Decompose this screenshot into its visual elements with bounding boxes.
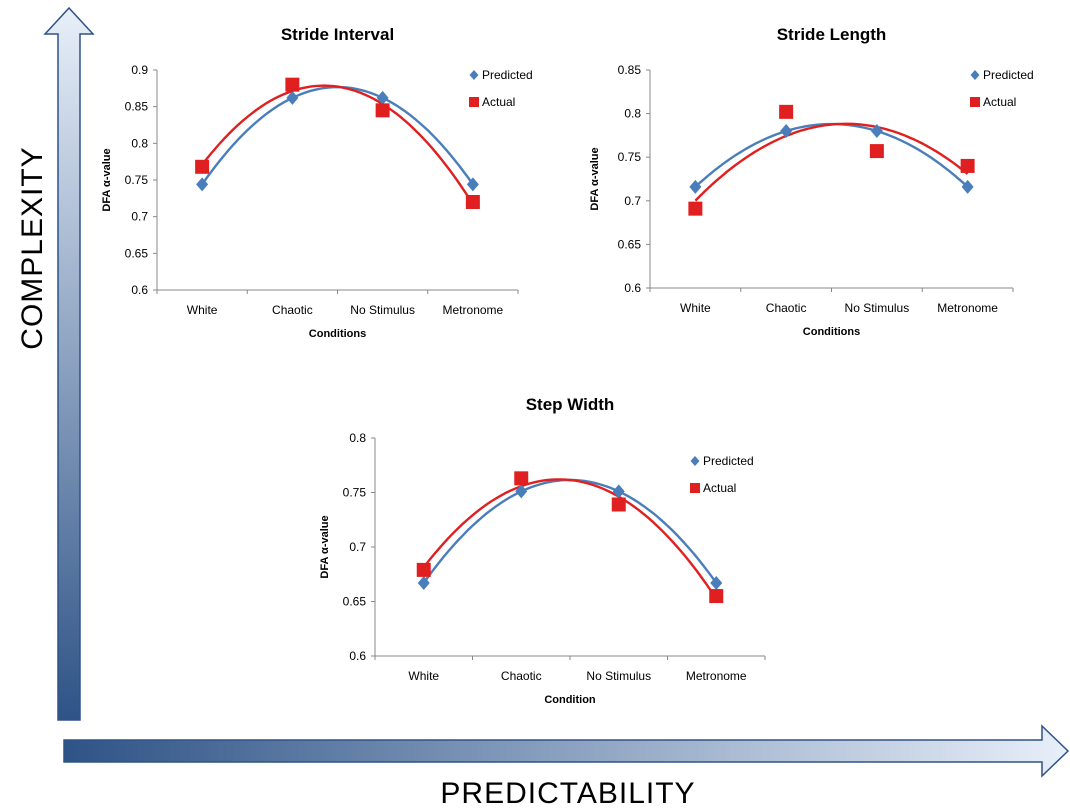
point-actual xyxy=(195,159,210,174)
x-axis-label: Conditions xyxy=(803,326,860,338)
x-tick-label: Chaotic xyxy=(501,669,542,683)
y-tick-label: 0.8 xyxy=(349,431,366,445)
legend-label: Predicted xyxy=(983,68,1034,82)
y-axis-label: DFA α-value xyxy=(319,515,331,578)
trend-line-actual xyxy=(422,478,718,600)
point-predicted xyxy=(286,90,299,105)
legend-marker-predicted xyxy=(469,70,479,80)
y-tick-label: 0.6 xyxy=(624,281,641,295)
y-tick-label: 0.65 xyxy=(343,595,367,609)
y-tick-label: 0.75 xyxy=(125,173,149,187)
point-predicted xyxy=(466,177,479,192)
y-tick-label: 0.8 xyxy=(131,136,148,150)
x-tick-label: Chaotic xyxy=(272,303,313,317)
x-tick-label: White xyxy=(408,669,439,683)
trend-line-actual xyxy=(201,84,474,205)
trend-line-actual xyxy=(694,122,969,202)
x-tick-label: Chaotic xyxy=(766,301,807,315)
legend-label: Actual xyxy=(983,95,1016,109)
y-tick-label: 0.7 xyxy=(349,540,366,554)
point-predicted xyxy=(780,124,793,139)
chart-title: Step Width xyxy=(526,395,615,414)
y-tick-label: 0.75 xyxy=(618,150,642,164)
point-actual xyxy=(375,103,390,118)
x-tick-label: White xyxy=(680,301,711,315)
point-actual xyxy=(514,471,529,486)
predictability-arrow xyxy=(63,724,1070,778)
y-tick-label: 0.85 xyxy=(125,100,149,114)
complexity-label: COMPLEXITY xyxy=(16,146,49,349)
legend-label: Actual xyxy=(703,481,736,495)
y-tick-label: 0.7 xyxy=(624,194,641,208)
legend-label: Actual xyxy=(482,95,515,109)
y-tick-label: 0.85 xyxy=(618,63,642,77)
point-predicted xyxy=(376,90,389,105)
legend-marker-predicted xyxy=(690,456,700,466)
complexity-arrow xyxy=(43,6,95,721)
point-actual xyxy=(688,201,703,216)
legend-label: Predicted xyxy=(703,454,754,468)
y-tick-label: 0.9 xyxy=(131,63,148,77)
y-tick-label: 0.6 xyxy=(131,283,148,297)
point-actual xyxy=(611,497,626,512)
x-tick-label: No Stimulus xyxy=(350,303,415,317)
legend-marker-actual xyxy=(690,483,700,493)
y-axis-label: DFA α-value xyxy=(101,148,113,211)
legend-label: Predicted xyxy=(482,68,533,82)
x-tick-label: White xyxy=(187,303,218,317)
x-axis-label: Conditions xyxy=(309,328,366,340)
predictability-label: PREDICTABILITY xyxy=(440,777,695,810)
point-actual xyxy=(465,195,480,209)
trend-line-predicted xyxy=(201,85,474,186)
y-tick-label: 0.6 xyxy=(349,649,366,663)
trend-line-predicted xyxy=(694,122,969,188)
point-predicted xyxy=(961,179,974,194)
point-actual xyxy=(416,562,431,577)
y-tick-label: 0.65 xyxy=(125,246,149,260)
legend-marker-actual xyxy=(469,97,479,107)
y-tick-label: 0.65 xyxy=(618,237,642,251)
point-predicted xyxy=(196,177,209,192)
x-tick-label: Metronome xyxy=(686,669,747,683)
point-predicted xyxy=(870,124,883,139)
y-tick-label: 0.75 xyxy=(343,486,367,500)
chart-title: Stride Length xyxy=(777,25,887,44)
chart-title: Stride Interval xyxy=(281,25,394,44)
legend-marker-predicted xyxy=(970,70,980,80)
x-axis-label: Condition xyxy=(544,694,596,706)
point-actual xyxy=(960,158,975,173)
point-predicted xyxy=(417,575,430,590)
x-tick-label: No Stimulus xyxy=(845,301,910,315)
y-tick-label: 0.8 xyxy=(624,107,641,121)
point-predicted xyxy=(612,484,625,499)
y-axis-label: DFA α-value xyxy=(589,147,601,210)
legend-marker-actual xyxy=(970,97,980,107)
chart-stride-interval: Stride Interval 0.6 0.65 0.7 0.75 0.8 0.85 0.9 W… xyxy=(101,25,533,340)
point-actual xyxy=(869,144,884,159)
point-predicted xyxy=(689,179,702,194)
x-tick-label: Metronome xyxy=(443,303,504,317)
point-actual xyxy=(285,77,300,92)
point-predicted xyxy=(515,484,528,499)
point-actual xyxy=(779,104,794,119)
point-predicted xyxy=(710,575,723,590)
y-tick-label: 0.7 xyxy=(131,210,148,224)
chart-step-width: Step Width 0.6 0.65 0.7 0.75 0.8 White Chaotic N… xyxy=(319,395,766,706)
trend-line-predicted xyxy=(422,478,718,584)
x-tick-label: Metronome xyxy=(937,301,998,315)
x-tick-label: No Stimulus xyxy=(586,669,651,683)
point-actual xyxy=(709,589,724,604)
chart-stride-length: Stride Length 0.6 0.65 0.7 0.75 0.8 0.85 White C… xyxy=(589,25,1034,338)
